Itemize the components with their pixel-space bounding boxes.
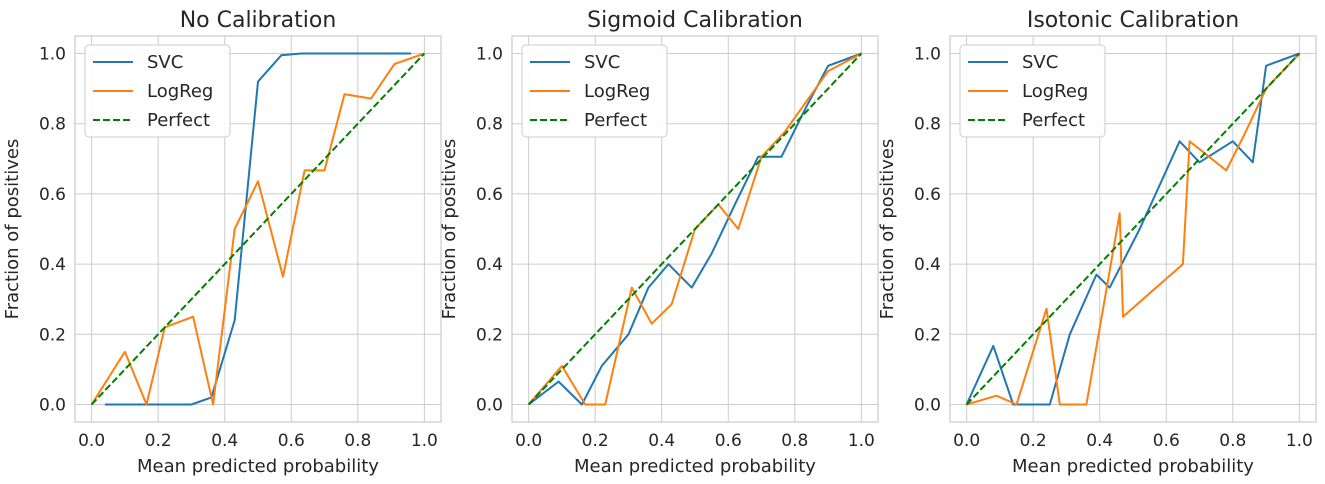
y-tick-label: 0.4 xyxy=(476,255,503,275)
legend-label-perfect: Perfect xyxy=(584,110,647,131)
x-tick-label: 0.0 xyxy=(515,431,542,451)
x-tick-label: 0.0 xyxy=(78,431,105,451)
y-tick-label: 0.2 xyxy=(914,325,941,345)
series-line-svc xyxy=(527,52,862,406)
y-tick-label: 0.8 xyxy=(39,115,66,135)
x-tick-label: 0.6 xyxy=(1153,431,1180,451)
legend-label-svc: SVC xyxy=(584,52,620,73)
y-tick-label: 0.8 xyxy=(476,115,503,135)
x-tick-label: 1.0 xyxy=(411,431,438,451)
x-axis-label: Mean predicted probability xyxy=(1012,456,1254,477)
x-tick-label: 1.0 xyxy=(1286,431,1313,451)
y-axis-label: Fraction of positives xyxy=(2,139,23,320)
x-tick-label: 0.8 xyxy=(344,431,371,451)
y-axis-label: Fraction of positives xyxy=(439,139,460,320)
legend-label-perfect: Perfect xyxy=(1022,110,1085,131)
x-tick-label: 0.8 xyxy=(1219,431,1246,451)
chart-title: No Calibration xyxy=(180,8,337,33)
legend-frame xyxy=(959,44,1106,138)
plot-frame xyxy=(74,35,442,423)
x-axis-label: Mean predicted probability xyxy=(137,456,379,477)
legend-label-perfect: Perfect xyxy=(147,110,210,131)
series-line-logreg xyxy=(90,52,425,406)
legend-label-svc: SVC xyxy=(1022,52,1058,73)
y-axis-label: Fraction of positives xyxy=(877,139,898,320)
x-tick-label: 1.0 xyxy=(848,431,875,451)
legend: SVC LogReg Perfect xyxy=(959,44,1106,138)
legend-label-logreg: LogReg xyxy=(147,81,213,102)
y-tick-label: 0.8 xyxy=(914,115,941,135)
series-line-logreg xyxy=(966,52,1301,406)
x-tick-label: 0.2 xyxy=(1020,431,1047,451)
legend-frame xyxy=(84,44,231,138)
x-tick-label: 0.8 xyxy=(781,431,808,451)
x-tick-label: 0.4 xyxy=(1086,431,1113,451)
y-tick-label: 0.6 xyxy=(39,185,66,205)
y-tick-label: 0.4 xyxy=(39,255,66,275)
chart-title: Isotonic Calibration xyxy=(1027,8,1239,33)
plot-frame xyxy=(511,35,879,423)
y-tick-label: 0.6 xyxy=(914,185,941,205)
legend-label-logreg: LogReg xyxy=(1022,81,1088,102)
legend: SVC LogReg Perfect xyxy=(521,44,668,138)
x-tick-label: 0.2 xyxy=(582,431,609,451)
chart-panel-2: 0.0 0.2 0.4 0.6 0.8 1.0 0.0 0.2 0.4 0.6 0.8 1.0 Mean… xyxy=(439,8,879,477)
chart-title: Sigmoid Calibration xyxy=(587,8,803,33)
chart-panel-3: 0.0 0.2 0.4 0.6 0.8 1.0 0.0 0.2 0.4 0.6 0.8 1.0 Mean… xyxy=(877,8,1317,477)
x-tick-label: 0.4 xyxy=(648,431,675,451)
legend: SVC LogReg Perfect xyxy=(84,44,231,138)
y-tick-label: 0.0 xyxy=(476,395,503,415)
x-tick-label: 0.0 xyxy=(953,431,980,451)
y-tick-label: 0.0 xyxy=(39,395,66,415)
y-tick-label: 0.2 xyxy=(39,325,66,345)
x-tick-label: 0.6 xyxy=(278,431,305,451)
series-line-svc xyxy=(965,52,1300,406)
legend-label-svc: SVC xyxy=(147,52,183,73)
legend-label-logreg: LogReg xyxy=(584,81,650,102)
y-tick-label: 1.0 xyxy=(39,45,66,65)
y-tick-label: 0.6 xyxy=(476,185,503,205)
legend-frame xyxy=(521,44,668,138)
series-line-perfect xyxy=(527,52,863,406)
series-line-perfect xyxy=(965,52,1301,406)
x-tick-label: 0.2 xyxy=(145,431,172,451)
x-tick-label: 0.4 xyxy=(211,431,238,451)
y-tick-label: 0.4 xyxy=(914,255,941,275)
series-line-perfect xyxy=(90,52,426,406)
chart-panel-1: 0.0 0.2 0.4 0.6 0.8 1.0 0.0 0.2 0.4 0.6 0.8 1.0 Mean… xyxy=(2,8,442,477)
y-tick-label: 1.0 xyxy=(476,45,503,65)
y-tick-label: 1.0 xyxy=(914,45,941,65)
x-tick-label: 0.6 xyxy=(715,431,742,451)
series-line-svc xyxy=(104,52,412,406)
y-tick-label: 0.2 xyxy=(476,325,503,345)
x-axis-label: Mean predicted probability xyxy=(574,456,816,477)
plot-frame xyxy=(949,35,1317,423)
y-tick-label: 0.0 xyxy=(914,395,941,415)
